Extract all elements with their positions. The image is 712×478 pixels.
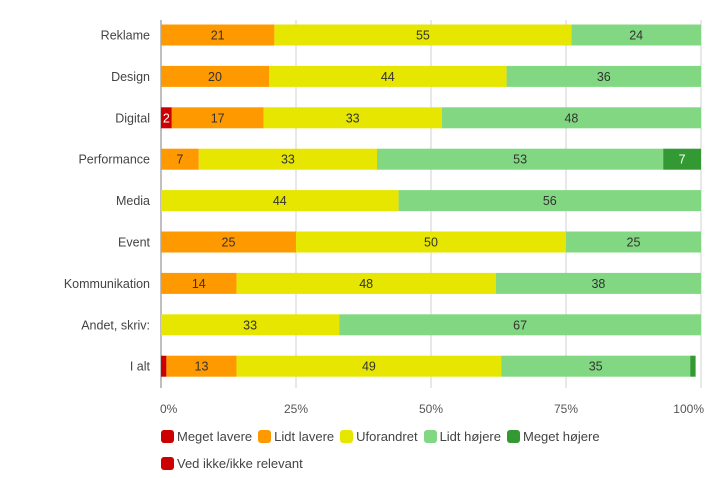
category-label: Andet, skriv: xyxy=(81,318,150,332)
data-label: 67 xyxy=(513,318,527,332)
bar-segment xyxy=(495,272,701,294)
bars: 21 55 24 20 44 36 2 17 33 48 7 33 53 7 44 56 25 50 25 14 48 3… xyxy=(161,24,701,377)
category-labels: Reklame Design Digital Performance Media Even… xyxy=(64,29,151,374)
data-label: 33 xyxy=(346,111,360,125)
bar-segment xyxy=(501,355,691,377)
category-label: I alt xyxy=(130,360,151,374)
data-label: 53 xyxy=(513,153,527,167)
data-label: 33 xyxy=(281,153,295,167)
data-label: 38 xyxy=(591,277,605,291)
data-label: 44 xyxy=(381,70,395,84)
legend-label: Lidt lavere xyxy=(274,429,335,444)
data-label: 55 xyxy=(416,29,430,43)
x-tick-label: 25% xyxy=(284,402,308,416)
legend-item[interactable]: Meget lavere xyxy=(161,424,252,449)
legend-swatch xyxy=(161,457,174,470)
bar-segment xyxy=(377,148,664,170)
data-label: 24 xyxy=(629,29,643,43)
bar-segment xyxy=(161,107,172,129)
legend-swatch xyxy=(340,430,354,443)
legend-item[interactable]: Ved ikke/ikke relevant xyxy=(161,451,303,476)
bar-segment xyxy=(236,355,502,377)
data-label: 49 xyxy=(362,360,376,374)
x-tick-label: 100% xyxy=(673,402,704,416)
data-label: 7 xyxy=(176,153,183,167)
bar-segment xyxy=(506,65,701,87)
data-label: 33 xyxy=(243,318,257,332)
category-label: Reklame xyxy=(101,29,150,43)
bar-segment xyxy=(339,314,701,336)
bar-segment xyxy=(198,148,377,170)
legend-label: Ved ikke/ikke relevant xyxy=(177,456,303,471)
bar-segment xyxy=(161,231,296,253)
category-label: Design xyxy=(111,70,150,84)
data-label: 56 xyxy=(543,194,557,208)
legend-item[interactable]: Lidt lavere xyxy=(258,424,334,449)
bar-segment xyxy=(236,272,496,294)
x-tick-label: 0% xyxy=(160,402,178,416)
legend-item[interactable]: Lidt højere xyxy=(423,424,501,449)
category-label: Kommunikation xyxy=(64,277,150,291)
bar-segment xyxy=(161,355,167,377)
data-label: 13 xyxy=(195,360,209,374)
bar-segment xyxy=(690,355,696,377)
data-label: 35 xyxy=(589,360,603,374)
data-label: 17 xyxy=(211,111,225,125)
bar-segment xyxy=(296,231,566,253)
legend-label: Uforandret xyxy=(356,429,418,444)
bar-segment xyxy=(398,190,701,212)
legend-item[interactable]: Meget højere xyxy=(506,424,600,449)
legend-swatch xyxy=(258,430,272,443)
bar-segment xyxy=(161,24,275,46)
data-label: 2 xyxy=(163,111,170,125)
data-label: 25 xyxy=(627,236,641,250)
category-label: Digital xyxy=(115,111,150,125)
data-label: 50 xyxy=(424,236,438,250)
legend-label: Meget højere xyxy=(522,429,600,444)
data-label: 48 xyxy=(564,111,578,125)
category-label: Media xyxy=(116,194,150,208)
data-label: 44 xyxy=(273,194,287,208)
legend-swatch xyxy=(161,430,174,443)
bar-segment xyxy=(161,314,340,336)
bar-segment xyxy=(441,107,701,129)
x-tick-labels: 0% 25% 50% 75% 100% xyxy=(160,402,704,416)
bar-segment xyxy=(263,107,442,129)
category-label: Event xyxy=(118,236,150,250)
data-label: 48 xyxy=(359,277,373,291)
bar-segment xyxy=(566,231,701,253)
legend-label: Lidt højere xyxy=(439,429,501,444)
x-tick-label: 75% xyxy=(554,402,578,416)
x-tick-label: 50% xyxy=(419,402,443,416)
bar-segment xyxy=(274,24,572,46)
bar-segment xyxy=(166,355,237,377)
legend-swatch xyxy=(423,430,437,443)
data-label: 25 xyxy=(222,236,236,250)
bar-segment xyxy=(161,65,269,87)
legend-item[interactable]: Uforandret xyxy=(340,424,418,449)
data-label: 14 xyxy=(192,277,206,291)
data-label: 20 xyxy=(208,70,222,84)
data-label: 7 xyxy=(679,153,686,167)
bar-segment xyxy=(161,148,199,170)
bar-segment xyxy=(161,272,237,294)
category-label: Performance xyxy=(78,153,150,167)
data-label: 21 xyxy=(211,29,225,43)
bar-segment xyxy=(269,65,507,87)
bar-segment xyxy=(571,24,701,46)
bar-segment xyxy=(171,107,264,129)
bar-segment xyxy=(663,148,701,170)
legend: Meget lavere Lidt lavere Uforandret Lidt hø… xyxy=(161,424,701,478)
legend-label: Meget lavere xyxy=(177,429,253,444)
bar-segment xyxy=(161,190,399,212)
stacked-bar-chart: 21 55 24 20 44 36 2 17 33 48 7 33 53 7 44 56 25 50 25 14 48 3… xyxy=(64,20,704,416)
legend-swatch xyxy=(506,430,520,443)
data-label: 36 xyxy=(597,70,611,84)
